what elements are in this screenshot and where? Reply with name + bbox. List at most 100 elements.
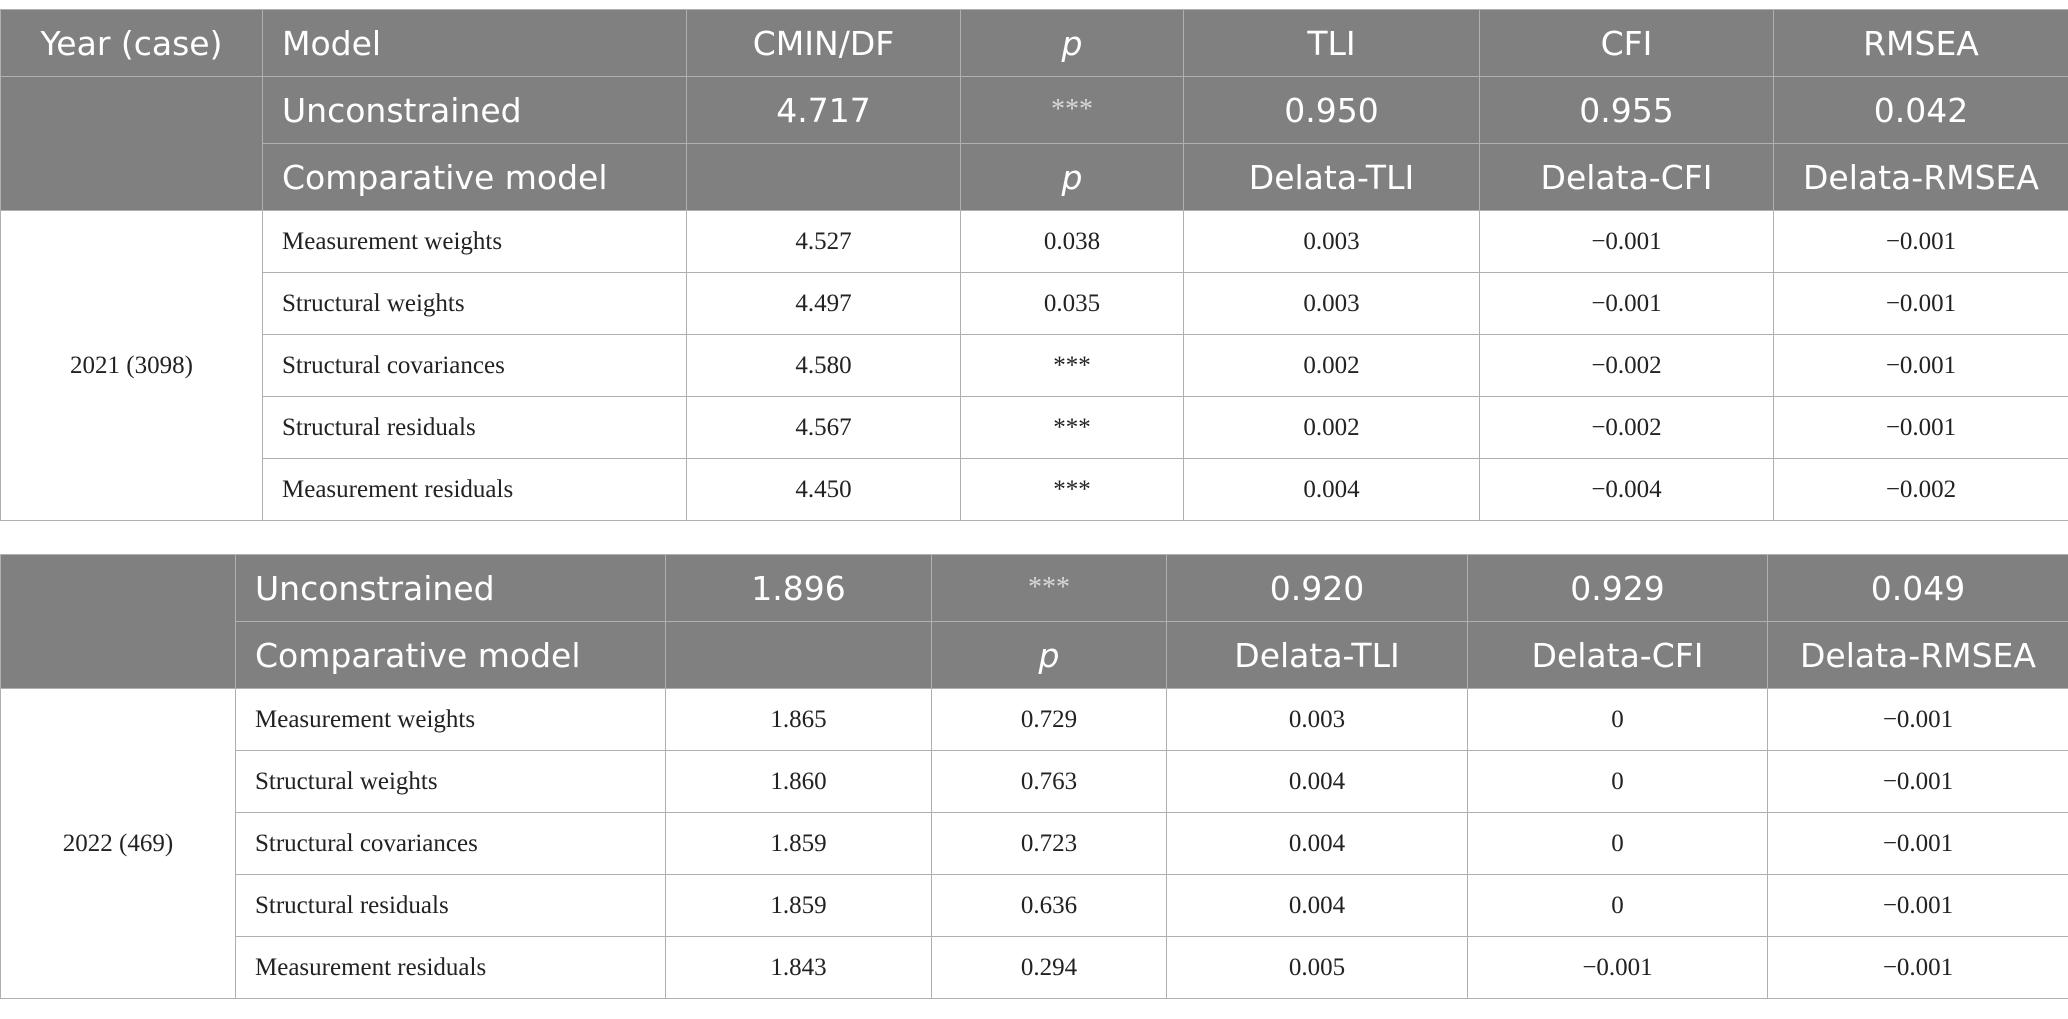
value-cell: ***: [960, 396, 1184, 459]
value-cell: 0: [1467, 750, 1768, 813]
value-cell: 1.865: [665, 688, 932, 751]
value-cell: 4.497: [686, 272, 961, 335]
body-row: Structural residuals 4.567 *** 0.002 −0.002−…: [1, 396, 2068, 459]
body-row: Structural weights 1.860 0.763 0.004 0 −0.001: [1, 750, 2068, 813]
body-row: Measurement residuals 4.450 *** 0.004 −0.004…: [1, 458, 2068, 521]
header-cell: Year (case): [0, 9, 263, 77]
value-cell: 1.859: [665, 874, 932, 937]
comparison-header-row: Comparative model p Delata-TLI Delata-CFI De…: [1, 621, 2068, 689]
value-cell: −0.002: [1773, 458, 2068, 521]
baseline-row: Unconstrained 1.896 *** 0.920 0.929 0.049: [0, 554, 2068, 689]
group-cell: 2021 (3098): [0, 210, 263, 521]
value-cell: 0.035: [960, 272, 1184, 335]
value-cell: 1.859: [665, 812, 932, 875]
value-cell: 0.003: [1183, 272, 1480, 335]
value-cell: 0.294: [931, 936, 1167, 999]
value-cell: 0.955: [1479, 76, 1774, 144]
value-cell: 0.003: [1183, 210, 1480, 273]
header-cell: p: [960, 9, 1184, 77]
value-cell: ***: [960, 76, 1184, 144]
value-cell: 0.950: [1183, 76, 1480, 144]
value-cell: 0.042: [1773, 76, 2068, 144]
value-cell: −0.001: [1767, 936, 2068, 999]
empty-cell: [665, 621, 932, 689]
value-cell: −0.001: [1467, 936, 1768, 999]
value-cell: 0.003: [1166, 688, 1468, 751]
header-cell: Model: [262, 9, 687, 77]
value-cell: −0.002: [1479, 396, 1774, 459]
header-cell: Delata-CFI: [1467, 621, 1768, 689]
model-cell: Structural weights: [235, 750, 666, 813]
value-cell: 0: [1467, 874, 1768, 937]
model-cell: Structural residuals: [235, 874, 666, 937]
model-cell: Comparative model: [262, 143, 687, 211]
table: Year (case) Model CMIN/DF p TLI CFI RMSEA Uncon…: [0, 9, 2068, 521]
year-cell: [0, 76, 263, 211]
value-cell: 4.567: [686, 396, 961, 459]
header-cell: p: [960, 143, 1184, 211]
value-cell: 0.004: [1166, 750, 1468, 813]
value-cell: 0.723: [931, 812, 1167, 875]
header-cell: TLI: [1183, 9, 1480, 77]
model-cell: Structural residuals: [262, 396, 687, 459]
year-cell: [0, 554, 236, 689]
model-cell: Structural covariances: [262, 334, 687, 397]
body-row: 2022 (469) Measurement weights 1.865 0.729 0…: [0, 688, 2068, 999]
comparison-header-row: Comparative model p Delata-TLI Delata-CFI De…: [1, 143, 2068, 211]
value-cell: −0.001: [1773, 272, 2068, 335]
value-cell: −0.001: [1773, 334, 2068, 397]
header-cell: RMSEA: [1773, 9, 2068, 77]
body-row: 2021 (3098) Measurement weights 4.527 0.038…: [0, 210, 2068, 521]
value-cell: ***: [960, 334, 1184, 397]
value-cell: 4.717: [686, 76, 961, 144]
value-cell: 0.004: [1166, 812, 1468, 875]
value-cell: −0.004: [1479, 458, 1774, 521]
body-row: Structural residuals 1.859 0.636 0.004 0 −0.0…: [1, 874, 2068, 937]
value-cell: −0.002: [1479, 334, 1774, 397]
model-cell: Comparative model: [235, 621, 666, 689]
header-cell: CFI: [1479, 9, 1774, 77]
value-cell: 0.038: [960, 210, 1184, 273]
header-cell: Delata-TLI: [1166, 621, 1468, 689]
header-cell: Delata-TLI: [1183, 143, 1480, 211]
body-row: Structural weights 4.497 0.035 0.003 −0.001−…: [1, 272, 2068, 335]
value-cell: −0.001: [1767, 688, 2068, 751]
value-cell: 0.004: [1166, 874, 1468, 937]
model-cell: Structural covariances: [235, 812, 666, 875]
value-cell: 0.005: [1166, 936, 1468, 999]
header-cell: Delata-RMSEA: [1767, 621, 2068, 689]
body-row: Structural covariances 4.580 *** 0.002 −0.00…: [1, 334, 2068, 397]
value-cell: 0.929: [1467, 554, 1768, 622]
body-row: Structural covariances 1.859 0.723 0.004 0 −0…: [1, 812, 2068, 875]
header-cell: Delata-CFI: [1479, 143, 1774, 211]
value-cell: ***: [931, 554, 1167, 622]
value-cell: 0.636: [931, 874, 1167, 937]
value-cell: 0: [1467, 688, 1768, 751]
model-cell: Structural weights: [262, 272, 687, 335]
value-cell: ***: [960, 458, 1184, 521]
body-row: Measurement residuals 1.843 0.294 0.005 −0.0…: [1, 936, 2068, 999]
header-cell: CMIN/DF: [686, 9, 961, 77]
model-cell: Unconstrained: [262, 76, 687, 144]
model-cell: Unconstrained: [235, 554, 666, 622]
value-cell: −0.001: [1767, 750, 2068, 813]
value-cell: 1.860: [665, 750, 932, 813]
value-cell: 4.450: [686, 458, 961, 521]
value-cell: 0.004: [1183, 458, 1480, 521]
value-cell: −0.001: [1479, 272, 1774, 335]
value-cell: −0.001: [1767, 874, 2068, 937]
value-cell: 4.527: [686, 210, 961, 273]
value-cell: 0.002: [1183, 396, 1480, 459]
header-cell: Delata-RMSEA: [1773, 143, 2068, 211]
value-cell: 4.580: [686, 334, 961, 397]
value-cell: −0.001: [1773, 210, 2068, 273]
header-cell: p: [931, 621, 1167, 689]
value-cell: 1.896: [665, 554, 932, 622]
model-cell: Measurement residuals: [262, 458, 687, 521]
value-cell: 0.729: [931, 688, 1167, 751]
empty-cell: [686, 143, 961, 211]
value-cell: −0.001: [1773, 396, 2068, 459]
value-cell: 0.920: [1166, 554, 1468, 622]
model-cell: Measurement weights: [262, 210, 687, 273]
